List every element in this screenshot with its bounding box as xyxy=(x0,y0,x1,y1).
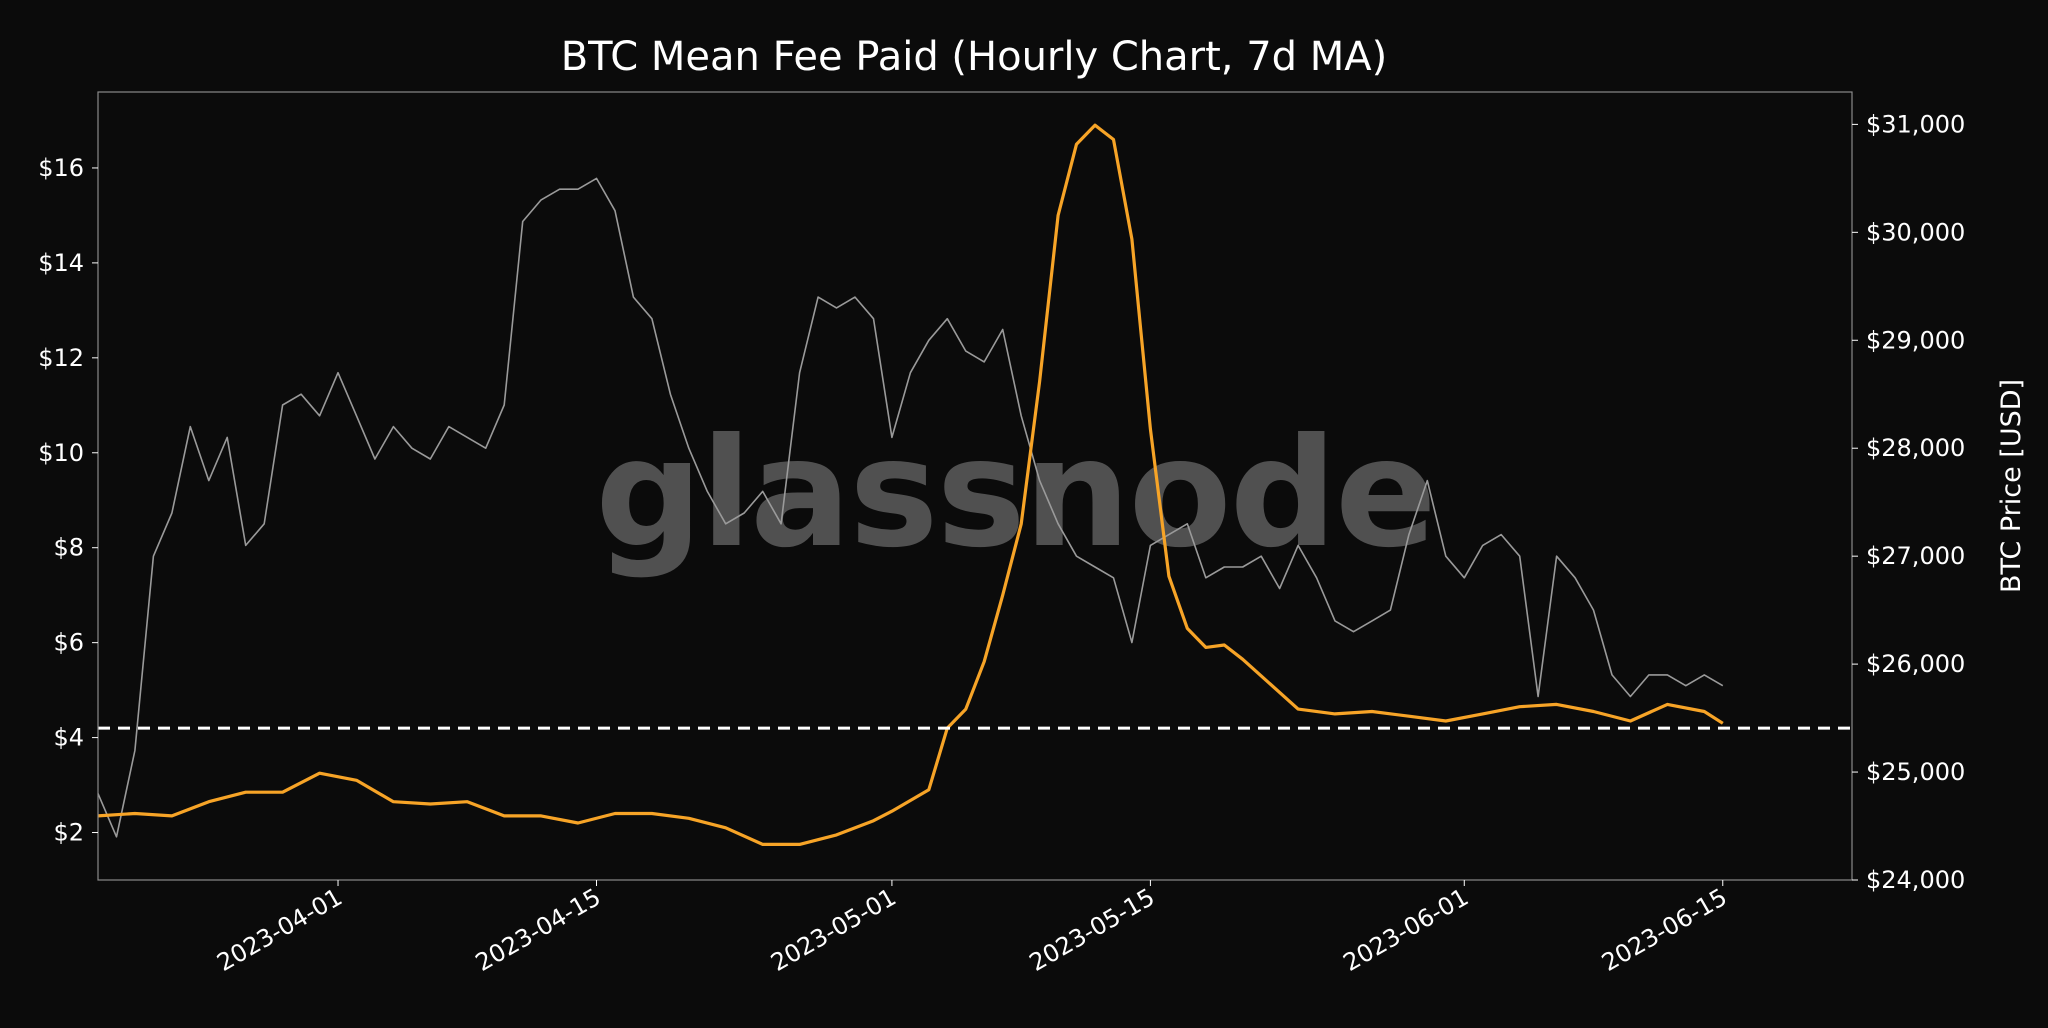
left-tick-label: $14 xyxy=(38,249,84,277)
right-axis-label: BTC Price [USD] xyxy=(1996,379,2027,593)
left-tick-label: $4 xyxy=(53,724,84,752)
glassnode-watermark: glassnode xyxy=(595,407,1435,581)
left-axis: $2 $4 $6 $8 $10 $12 $14 $16 xyxy=(38,154,98,847)
left-tick-label: $16 xyxy=(38,154,84,182)
right-tick-label: $29,000 xyxy=(1866,326,1965,354)
right-tick-label: $24,000 xyxy=(1866,866,1965,894)
series-layer xyxy=(97,123,1724,846)
chart-title: BTC Mean Fee Paid (Hourly Chart, 7d MA) xyxy=(561,34,1388,80)
right-tick-label: $27,000 xyxy=(1866,542,1965,570)
right-tick-label: $31,000 xyxy=(1866,110,1965,138)
plot-frame xyxy=(97,91,1853,881)
right-tick-label: $28,000 xyxy=(1866,434,1965,462)
right-tick-label: $25,000 xyxy=(1866,758,1965,786)
left-tick-label: $6 xyxy=(53,629,84,657)
left-tick-label: $2 xyxy=(53,819,84,847)
btc-price-line xyxy=(97,177,1724,838)
right-tick-label: $30,000 xyxy=(1866,218,1965,246)
right-tick-label: $26,000 xyxy=(1866,650,1965,678)
mean-fee-line xyxy=(97,123,1724,846)
watermark-layer: glassnode xyxy=(595,407,1437,581)
left-tick-label: $8 xyxy=(53,534,84,562)
right-axis: $24,000 $25,000 $26,000 $27,000 $28,000 $29,0… xyxy=(1852,110,1965,894)
left-tick-label: $10 xyxy=(38,439,84,467)
left-tick-label: $12 xyxy=(38,344,84,372)
